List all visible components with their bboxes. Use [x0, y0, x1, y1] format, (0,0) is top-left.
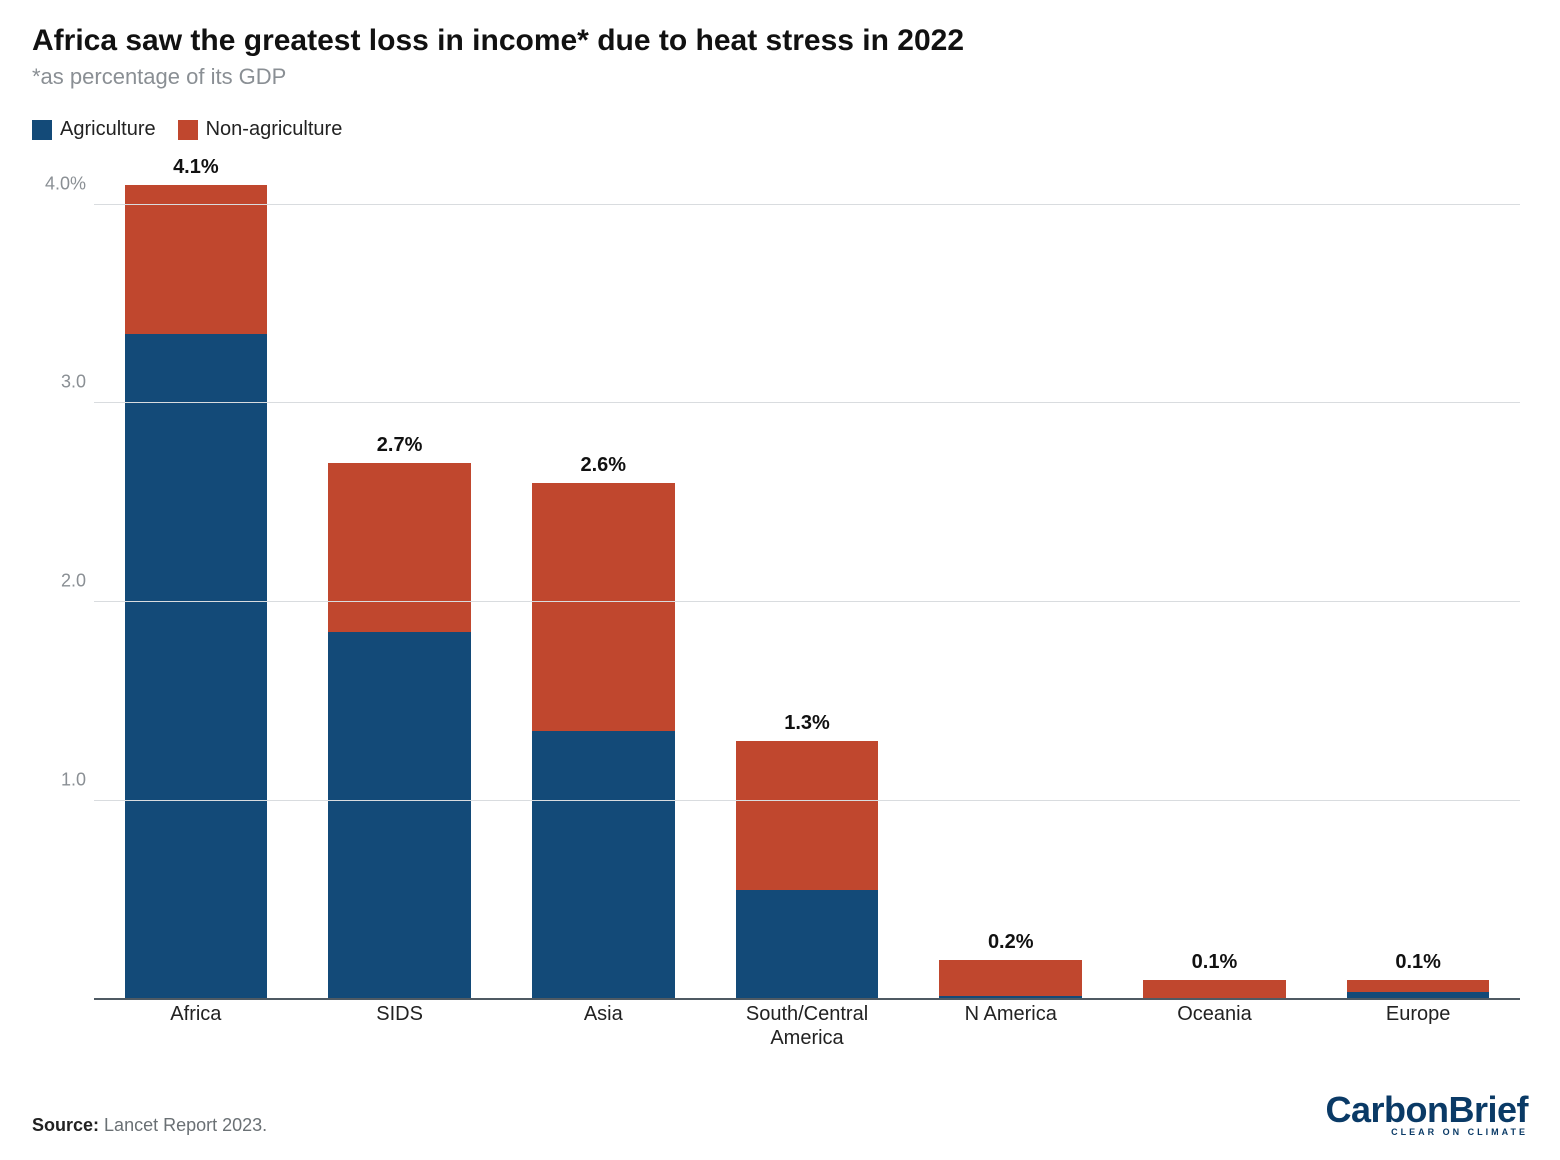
plot-area: 4.1%2.7%2.6%1.3%0.2%0.1%0.1% 1.02.03.04.…: [94, 165, 1520, 1000]
stacked-bar: [736, 741, 879, 999]
bar-segment-non-agriculture: [125, 185, 268, 334]
bar-total-label: 1.3%: [784, 712, 830, 735]
bar-total-label: 2.7%: [377, 434, 423, 457]
x-axis-baseline: [94, 998, 1520, 1000]
chart-title: Africa saw the greatest loss in income* …: [32, 24, 1528, 58]
bar-segment-agriculture: [532, 731, 675, 999]
legend-item: Non-agriculture: [178, 118, 343, 141]
gridline: [94, 204, 1520, 205]
y-axis-tick: 1.0: [32, 769, 86, 790]
gridline: [94, 800, 1520, 801]
bar-slot: 4.1%: [94, 165, 298, 1000]
legend-swatch: [32, 120, 52, 140]
stacked-bar: [532, 483, 675, 1000]
bar-slot: 0.2%: [909, 165, 1113, 1000]
bar-slot: 1.3%: [705, 165, 909, 1000]
bar-total-label: 0.1%: [1395, 951, 1441, 974]
bar-slot: 2.6%: [501, 165, 705, 1000]
y-axis-tick: 4.0%: [32, 173, 86, 194]
bar-segment-non-agriculture: [532, 483, 675, 731]
bar-total-label: 4.1%: [173, 156, 219, 179]
bar-total-label: 0.1%: [1192, 951, 1238, 974]
bar-slot: 0.1%: [1113, 165, 1317, 1000]
legend-label: Agriculture: [60, 118, 156, 141]
y-axis-tick: 2.0: [32, 571, 86, 592]
source-attribution: Source: Lancet Report 2023.: [32, 1115, 267, 1136]
bar-segment-non-agriculture: [1143, 980, 1286, 998]
bars-container: 4.1% 2.7% 2.6% 1.3% 0.2% 0.1% 0.1%: [94, 165, 1520, 1000]
chart-area: 4.1% 2.7% 2.6% 1.3% 0.2% 0.1% 0.1% 1.0 2.0 3.0 4.…: [32, 155, 1528, 1086]
brand-logo: CarbonBrief CLEAR ON CLIMATE: [1325, 1094, 1528, 1136]
bar-segment-agriculture: [125, 334, 268, 1000]
bar-segment-agriculture: [736, 890, 879, 999]
bar-segment-non-agriculture: [328, 463, 471, 632]
bar-total-label: 2.6%: [581, 454, 627, 477]
chart-subtitle: *as percentage of its GDP: [32, 64, 1528, 90]
legend-label: Non-agriculture: [206, 118, 343, 141]
gridline: [94, 402, 1520, 403]
stacked-bar: [328, 463, 471, 999]
bar-segment-agriculture: [328, 632, 471, 1000]
source-label: Source:: [32, 1115, 99, 1135]
y-axis-tick: 3.0: [32, 372, 86, 393]
legend-item: Agriculture: [32, 118, 156, 141]
source-text: Lancet Report 2023.: [104, 1115, 267, 1135]
x-axis-label: South/CentralAmerica: [705, 1002, 909, 1050]
x-axis-label: Asia: [501, 1002, 705, 1050]
x-axis-label: N America: [909, 1002, 1113, 1050]
x-axis-label: Oceania: [1113, 1002, 1317, 1050]
x-axis-label: Europe: [1316, 1002, 1520, 1050]
bar-total-label: 0.2%: [988, 931, 1034, 954]
bar-slot: 2.7%: [298, 165, 502, 1000]
brand-name: CarbonBrief: [1325, 1089, 1528, 1130]
legend-swatch: [178, 120, 198, 140]
bar-segment-non-agriculture: [1347, 980, 1490, 992]
bar-slot: 0.1%: [1316, 165, 1520, 1000]
x-axis-label: Africa: [94, 1002, 298, 1050]
gridline: [94, 601, 1520, 602]
stacked-bar: [125, 185, 268, 1000]
x-axis-labels: AfricaSIDSAsiaSouth/CentralAmericaN Amer…: [94, 1002, 1520, 1050]
bar-segment-non-agriculture: [736, 741, 879, 890]
bar-segment-non-agriculture: [939, 960, 1082, 996]
x-axis-label: SIDS: [298, 1002, 502, 1050]
legend: Agriculture Non-agriculture: [32, 118, 1528, 141]
stacked-bar: [939, 960, 1082, 1000]
